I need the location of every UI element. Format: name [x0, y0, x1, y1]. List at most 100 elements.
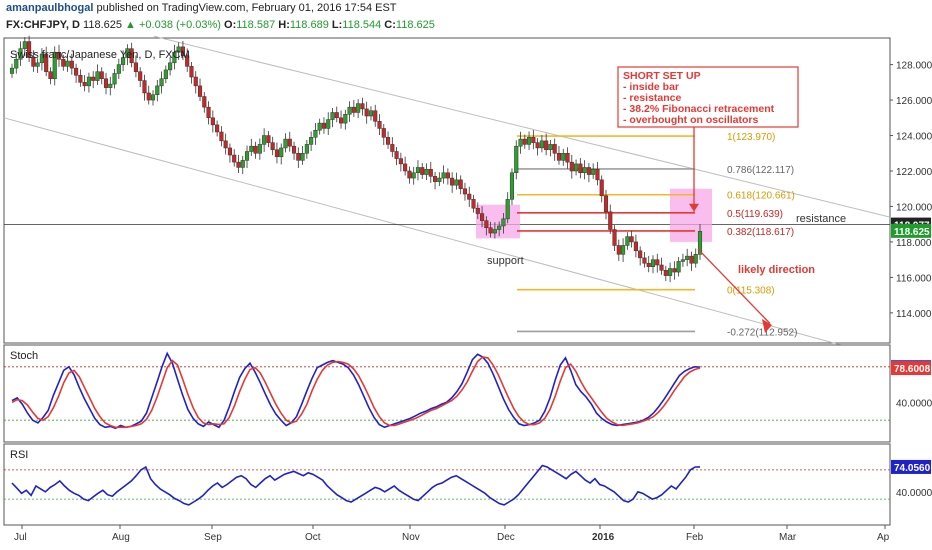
candle-body — [309, 137, 314, 145]
candle-body — [484, 220, 489, 228]
symbol-label: FX:CHFJPY, D — [6, 19, 80, 31]
candle-body — [625, 236, 630, 246]
candle-body — [291, 145, 297, 154]
candle-body — [539, 140, 544, 149]
candle-body — [326, 119, 331, 129]
candle-body — [599, 179, 604, 197]
osc-badge — [891, 459, 931, 474]
price-tick-label: 118.000 — [896, 238, 932, 249]
candle-body — [91, 76, 96, 81]
lower-channel-line — [3, 117, 861, 351]
candle-body — [360, 103, 365, 110]
candle-body — [283, 138, 288, 149]
candle-body — [48, 71, 53, 80]
fib-label: 0(115.308) — [727, 286, 775, 297]
candle-body — [561, 153, 566, 161]
candle-body — [356, 103, 361, 113]
candle-body — [27, 41, 32, 58]
candle-body — [462, 188, 468, 195]
oscillator-title: RSI — [10, 449, 28, 461]
price-tick-label: 114.000 — [896, 309, 932, 320]
candle-body — [52, 51, 57, 80]
candle-body — [403, 163, 408, 172]
oscillator-title: Stoch — [10, 350, 38, 362]
candle-body — [240, 160, 245, 168]
rsi-pane[interactable]: RSI 40.0000 74.0560 — [3, 443, 932, 526]
time-tick-label: Sep — [204, 532, 222, 543]
candle-body — [61, 59, 66, 67]
candle-body — [522, 138, 527, 145]
candle-body — [270, 142, 275, 150]
candle-body — [450, 177, 455, 186]
candle-body — [428, 168, 433, 177]
candle-body — [437, 177, 442, 182]
candle-body — [441, 172, 446, 179]
candle-body — [659, 264, 664, 271]
candle-body — [22, 41, 27, 49]
fib-label: 0.382(118.617) — [727, 227, 794, 238]
candle-body — [381, 128, 386, 138]
candle-body — [685, 255, 690, 260]
open-label: O: — [224, 19, 237, 31]
last-price: 118.625 — [83, 19, 122, 31]
candle-body — [99, 71, 104, 80]
candle-body — [279, 147, 284, 158]
open-value: 118.587 — [236, 19, 276, 31]
candle-body — [693, 254, 698, 264]
candle-body — [155, 85, 160, 95]
likely-direction-label: likely direction — [738, 264, 815, 276]
upper-channel-line — [153, 35, 891, 218]
candle-body — [531, 137, 536, 143]
candle-body — [39, 53, 44, 64]
candle-body — [82, 82, 87, 87]
candle-body — [415, 167, 421, 174]
candle-body — [343, 114, 348, 124]
fib-label: 0.786(122.117) — [727, 165, 794, 176]
setup-box-line: - resistance — [623, 92, 682, 104]
candle-body — [574, 163, 579, 172]
setup-box-line: SHORT SET UP — [623, 70, 701, 82]
candle-body — [35, 62, 40, 67]
time-tick-label: Ap — [877, 532, 890, 543]
candle-body — [663, 270, 668, 276]
candle-body — [262, 135, 267, 145]
candle-body — [86, 76, 91, 87]
time-tick-label: Dec — [497, 532, 515, 543]
time-tick-label: 2016 — [592, 532, 615, 543]
candle-body — [548, 144, 553, 150]
candle-body — [227, 147, 232, 156]
candle-body — [65, 60, 70, 67]
candle-body — [467, 193, 472, 200]
candle-body — [668, 268, 673, 276]
candle-body — [334, 112, 339, 119]
candle-body — [9, 67, 15, 74]
candle-body — [338, 117, 344, 124]
candle-body — [202, 96, 207, 108]
author-link[interactable]: amanpaulbhogal — [6, 2, 94, 14]
price-tick-label: 120.000 — [896, 202, 932, 213]
publisher-line: amanpaulbhogal published on TradingView.… — [6, 2, 397, 14]
close-label: C: — [384, 19, 396, 31]
candle-body — [638, 250, 643, 259]
candle-body — [433, 176, 438, 182]
annotations: SHORT SET UP- inside bar- resistance- 38… — [487, 66, 846, 334]
candle-body — [330, 112, 335, 120]
price-change: +0.038 (+0.03%) — [139, 19, 221, 31]
candle-body — [578, 163, 583, 174]
candle-body — [138, 71, 143, 81]
candle-body — [300, 153, 305, 161]
published-text: published on TradingView.com, February 0… — [96, 2, 397, 14]
candle-body — [368, 110, 374, 117]
candle-body — [215, 124, 220, 133]
time-axis[interactable]: Jul Aug Sep Oct Nov Dec 2016 Feb Mar Ap — [4, 524, 890, 543]
candle-body — [642, 257, 647, 264]
time-tick-label: Aug — [112, 532, 130, 543]
osc-tick-label: 40.0000 — [896, 398, 932, 409]
candle-body — [257, 144, 262, 154]
candle-body — [676, 261, 681, 273]
candle-body — [116, 64, 121, 74]
candle-body — [236, 161, 241, 168]
candle-body — [364, 108, 369, 117]
